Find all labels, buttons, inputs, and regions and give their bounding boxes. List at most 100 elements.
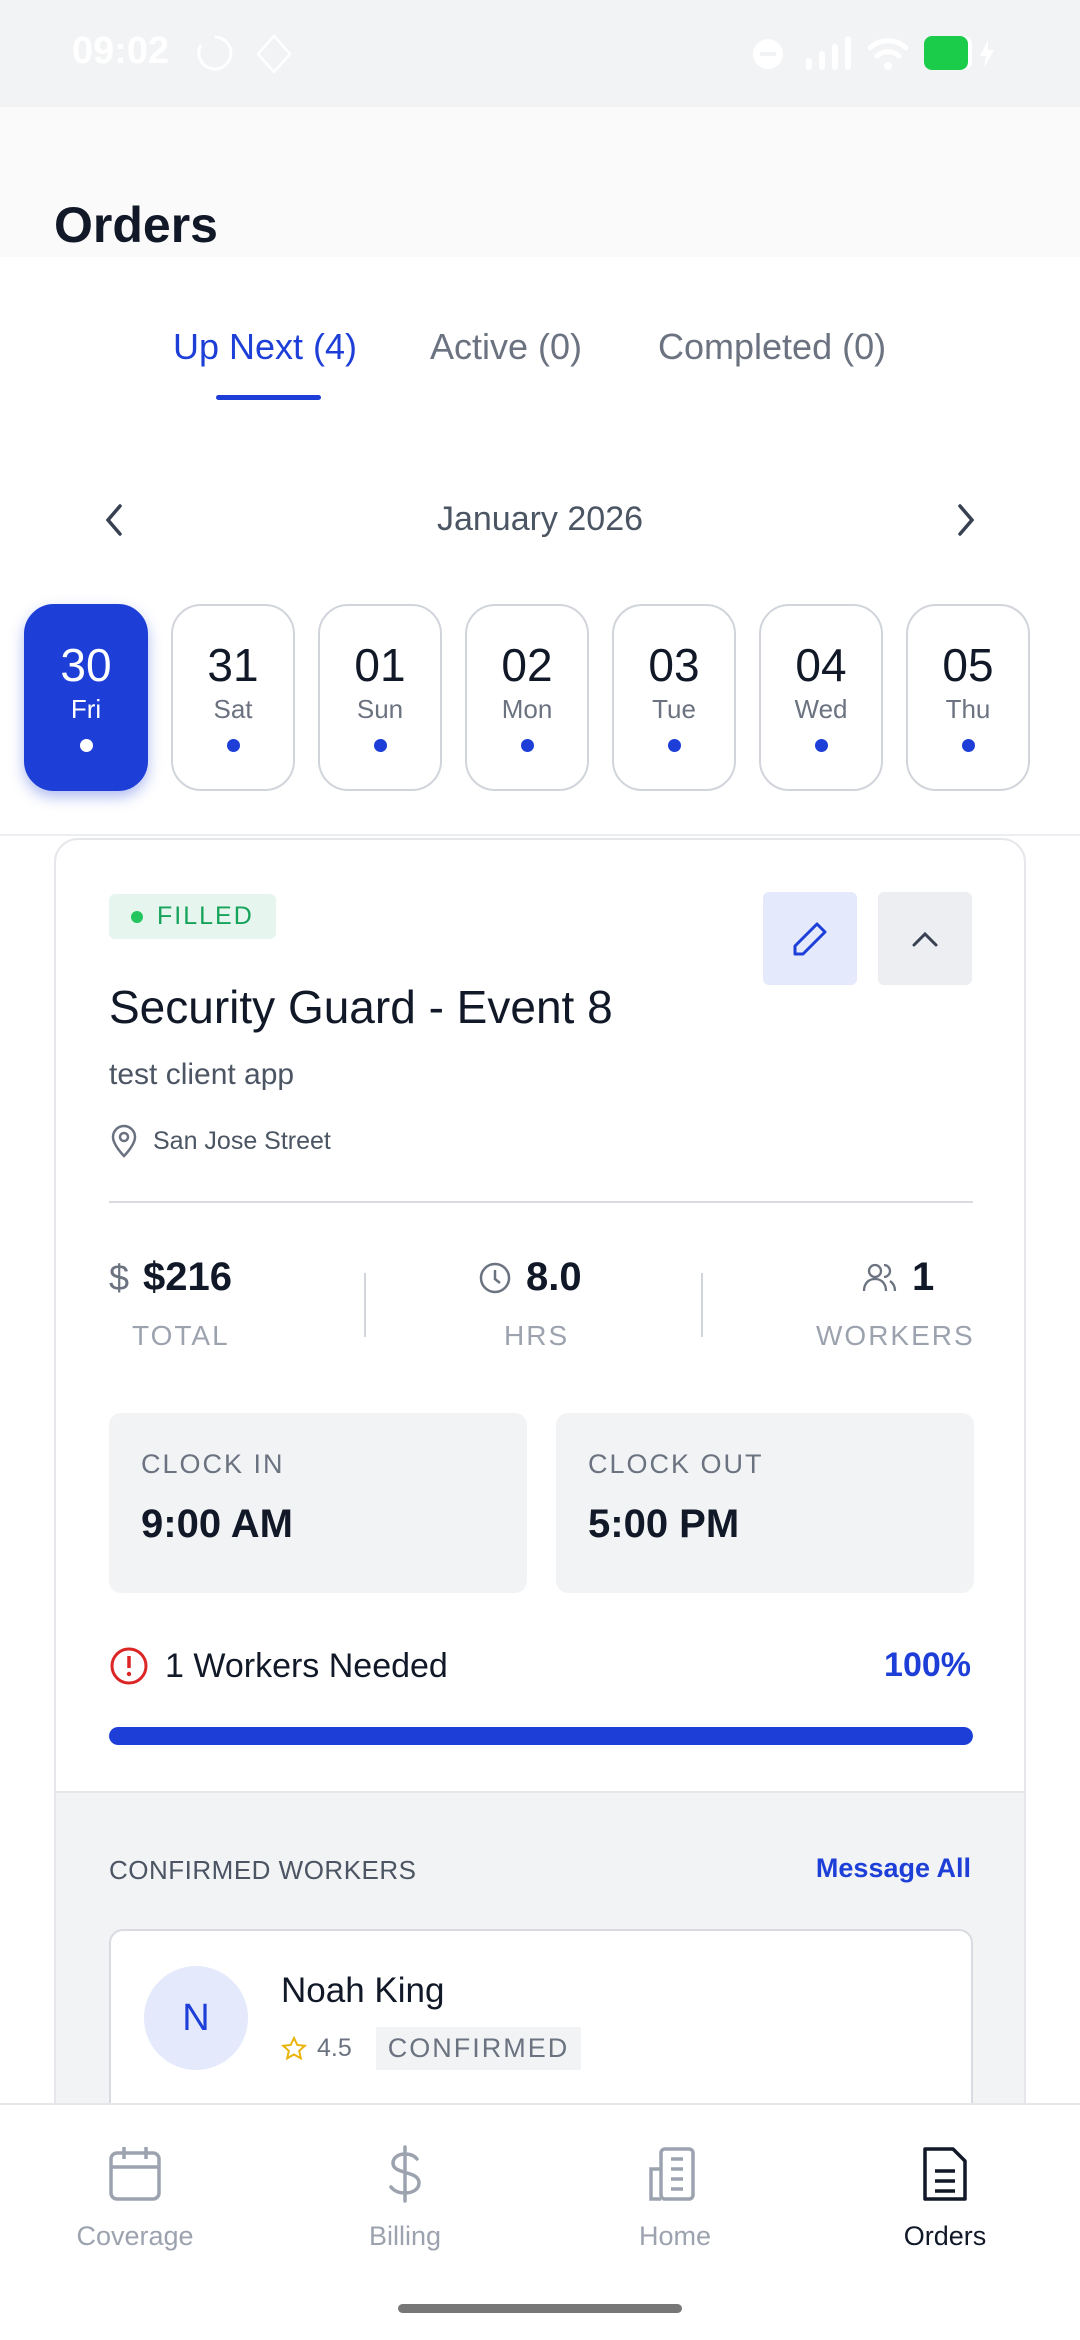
- workers-needed: 1 Workers Needed: [109, 1646, 448, 1686]
- hours-stat: 8.0: [478, 1255, 582, 1300]
- nav-billing[interactable]: Billing: [305, 2145, 505, 2252]
- users-icon: [862, 1263, 897, 1291]
- clock-out-value: 5:00 PM: [588, 1502, 740, 1546]
- progress-fill: [109, 1727, 973, 1745]
- date-pill[interactable]: 05 Thu: [906, 604, 1030, 791]
- date-dot: [814, 739, 828, 752]
- worker-rating: 4.5: [317, 2034, 352, 2062]
- fill-progress-bar: [109, 1727, 973, 1745]
- star-icon: [281, 2035, 307, 2060]
- total-value: $216: [143, 1255, 233, 1299]
- dollar-icon: $: [109, 1256, 130, 1298]
- nav-coverage[interactable]: Coverage: [35, 2145, 235, 2252]
- message-all-link[interactable]: Message All: [815, 1853, 971, 1883]
- date-weekday: Wed: [794, 694, 848, 724]
- date-weekday: Tue: [652, 694, 696, 724]
- map-pin-icon: [111, 1124, 137, 1158]
- loading-icon: [197, 35, 233, 71]
- clock-in-box: CLOCK IN 9:00 AM: [109, 1413, 527, 1593]
- confirmed-workers-label: CONFIRMED WORKERS: [109, 1855, 417, 1885]
- date-weekday: Sun: [356, 694, 404, 724]
- dnd-icon: [753, 39, 783, 69]
- date-pill[interactable]: 03 Tue: [612, 604, 736, 791]
- nav-home[interactable]: Home: [575, 2145, 775, 2252]
- workers-value: 1: [912, 1255, 935, 1299]
- date-number: 01: [354, 639, 406, 691]
- date-pill[interactable]: 31 Sat: [171, 604, 295, 791]
- location-text: San Jose Street: [153, 1126, 331, 1155]
- nav-label: Coverage: [76, 2221, 194, 2251]
- date-pill[interactable]: 30 Fri: [24, 604, 148, 791]
- prev-month-chevron-icon[interactable]: [100, 502, 130, 538]
- collapse-button[interactable]: [878, 892, 972, 985]
- home-indicator[interactable]: [398, 2304, 682, 2313]
- clock-out-label: CLOCK OUT: [588, 1449, 764, 1479]
- date-weekday: Thu: [945, 694, 991, 724]
- worker-name: Noah King: [281, 1971, 445, 2010]
- clock-icon: [479, 1262, 511, 1293]
- date-dot: [226, 739, 240, 752]
- date-pill[interactable]: 01 Sun: [318, 604, 442, 791]
- hours-label: HRS: [504, 1320, 570, 1351]
- worker-meta: 4.5 CONFIRMED: [281, 2027, 582, 2070]
- job-title: Security Guard - Event 8: [109, 981, 613, 1033]
- month-label: January 2026: [436, 500, 644, 538]
- header: [0, 107, 1080, 257]
- total-label: TOTAL: [132, 1320, 230, 1351]
- tab-active[interactable]: Active (0): [430, 326, 583, 367]
- date-dot: [667, 739, 681, 752]
- nav-label: Home: [638, 2221, 712, 2251]
- chevron-up-icon: [912, 931, 938, 946]
- date-pill[interactable]: 04 Wed: [759, 604, 883, 791]
- clock-out-box: CLOCK OUT 5:00 PM: [556, 1413, 974, 1593]
- date-number: 31: [207, 639, 259, 691]
- building-icon: [649, 2147, 695, 2201]
- nav-orders[interactable]: Orders: [845, 2145, 1045, 2252]
- app-notification-icon: [256, 34, 292, 74]
- document-icon: [923, 2147, 967, 2201]
- date-dot: [373, 739, 387, 752]
- alert-icon: [110, 1647, 148, 1685]
- date-weekday: Mon: [501, 694, 553, 724]
- date-dot: [520, 739, 534, 752]
- date-pill[interactable]: 02 Mon: [465, 604, 589, 791]
- tab-completed[interactable]: Completed (0): [658, 326, 887, 367]
- order-card: FILLED Security Guard - Event 8 test cli…: [54, 838, 1026, 2238]
- next-month-chevron-icon[interactable]: [950, 502, 980, 538]
- nav-label: Orders: [903, 2221, 987, 2251]
- status-badge: FILLED: [109, 894, 276, 939]
- nav-label: Billing: [368, 2221, 442, 2251]
- date-dot: [961, 739, 975, 752]
- fill-percent: 100%: [884, 1646, 971, 1684]
- date-number: 02: [501, 639, 553, 691]
- workers-label: WORKERS: [816, 1320, 975, 1351]
- date-number: 03: [648, 639, 700, 691]
- tab-up-next[interactable]: Up Next (4): [173, 326, 358, 367]
- date-weekday: Sat: [213, 694, 253, 724]
- status-text: FILLED: [157, 902, 254, 930]
- date-number: 30: [60, 639, 112, 691]
- workers-needed-text: 1 Workers Needed: [165, 1646, 448, 1685]
- wifi-icon: [868, 38, 908, 70]
- date-number: 05: [942, 639, 994, 691]
- client-name: test client app: [109, 1058, 295, 1091]
- calendar-icon: [109, 2147, 161, 2201]
- worker-card[interactable]: N Noah King 4.5 CONFIRMED: [109, 1929, 973, 2129]
- bottom-nav: Coverage Billing Home Orders: [0, 2103, 1080, 2340]
- divider: [109, 1201, 973, 1203]
- total-stat: $ $216: [109, 1255, 232, 1300]
- date-dot: [79, 739, 93, 752]
- signal-icon: [806, 36, 851, 70]
- date-number: 04: [795, 639, 847, 691]
- status-bar: 09:02: [0, 0, 1080, 107]
- avatar: N: [144, 1966, 248, 2070]
- worker-status-badge: CONFIRMED: [375, 2027, 582, 2070]
- divider: [0, 834, 1080, 836]
- clock-in-label: CLOCK IN: [141, 1449, 285, 1479]
- edit-button[interactable]: [763, 892, 857, 985]
- location: San Jose Street: [109, 1124, 331, 1158]
- workers-stat: 1: [862, 1255, 934, 1300]
- status-time: 09:02: [72, 30, 170, 72]
- pencil-icon: [793, 922, 827, 955]
- page-title: Orders: [54, 197, 218, 253]
